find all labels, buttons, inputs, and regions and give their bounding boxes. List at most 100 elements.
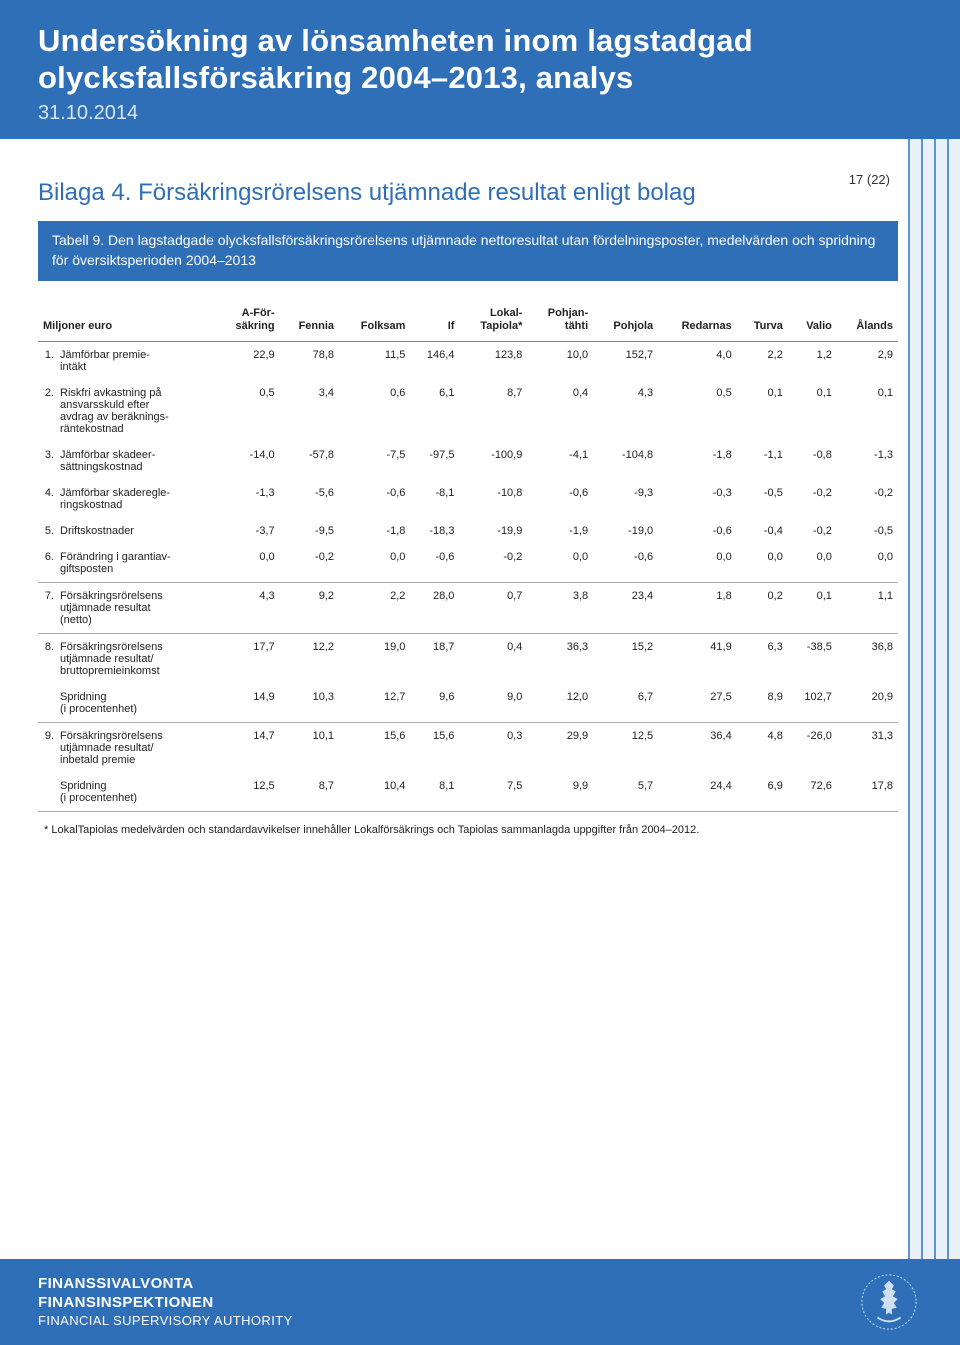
cell-value: 0,3 — [459, 722, 527, 773]
cell-value: 4,8 — [737, 722, 788, 773]
cell-value: 8,7 — [459, 380, 527, 442]
cell-value: 36,8 — [837, 633, 898, 684]
cell-value: -0,6 — [527, 480, 593, 518]
cell-value: -0,6 — [593, 544, 658, 583]
cell-value: 5,7 — [593, 773, 658, 812]
cell-value: -97,5 — [410, 442, 459, 480]
cell-value: 12,5 — [215, 773, 279, 812]
cell-value: 12,5 — [593, 722, 658, 773]
cell-value: -0,2 — [837, 480, 898, 518]
org-names: FINANSSIVALVONTA FINANSINSPEKTIONEN FINA… — [38, 1275, 293, 1329]
cell-value: -0,2 — [788, 480, 837, 518]
cell-value: 19,0 — [339, 633, 410, 684]
table-row: 5.Driftskostnader-3,7-9,5-1,8-18,3-19,9-… — [38, 518, 898, 544]
cell-value: -57,8 — [280, 442, 339, 480]
row-label: Försäkringsrörelsensutjämnade resultat(n… — [56, 582, 215, 633]
col-header: Pohjola — [593, 301, 658, 342]
cell-value: -1,9 — [527, 518, 593, 544]
cell-value: -0,6 — [339, 480, 410, 518]
cell-value: 10,4 — [339, 773, 410, 812]
cell-value: -19,0 — [593, 518, 658, 544]
col-header: If — [410, 301, 459, 342]
row-number: 5. — [38, 518, 56, 544]
cell-value: -19,9 — [459, 518, 527, 544]
cell-value: 10,1 — [280, 722, 339, 773]
cell-value: -0,6 — [658, 518, 737, 544]
cell-value: 9,0 — [459, 684, 527, 723]
cell-value: 9,9 — [527, 773, 593, 812]
cell-value: -0,8 — [788, 442, 837, 480]
table-row: 6.Förändring i garantiav-giftsposten0,0-… — [38, 544, 898, 583]
col-header: Fennia — [280, 301, 339, 342]
cell-value: -0,2 — [788, 518, 837, 544]
row-number: 6. — [38, 544, 56, 583]
page-footer: FINANSSIVALVONTA FINANSINSPEKTIONEN FINA… — [0, 1259, 960, 1345]
row-label: Spridning(i procentenhet) — [56, 684, 215, 723]
cell-value: 0,7 — [459, 582, 527, 633]
cell-value: 0,5 — [658, 380, 737, 442]
cell-value: -7,5 — [339, 442, 410, 480]
table-row: 9.Försäkringsrörelsensutjämnade resultat… — [38, 722, 898, 773]
table-row: Spridning(i procentenhet)14,910,312,79,6… — [38, 684, 898, 723]
cell-value: 0,0 — [837, 544, 898, 583]
cell-value: 0,1 — [788, 582, 837, 633]
cell-value: 2,2 — [339, 582, 410, 633]
cell-value: -1,1 — [737, 442, 788, 480]
cell-value: 3,4 — [280, 380, 339, 442]
cell-value: 0,1 — [788, 380, 837, 442]
table-row: 2.Riskfri avkastning påansvarsskuld efte… — [38, 380, 898, 442]
cell-value: 78,8 — [280, 341, 339, 380]
doc-title-line1: Undersökning av lönsamheten inom lagstad… — [38, 23, 753, 58]
cell-value: -8,1 — [410, 480, 459, 518]
cell-value: -104,8 — [593, 442, 658, 480]
cell-value: 2,9 — [837, 341, 898, 380]
cell-value: 0,1 — [837, 380, 898, 442]
table-wrap: Miljoner euro A-För-säkringFenniaFolksam… — [38, 281, 898, 836]
row-number: 8. — [38, 633, 56, 684]
cell-value: 6,1 — [410, 380, 459, 442]
cell-value: 6,9 — [737, 773, 788, 812]
cell-value: 0,0 — [339, 544, 410, 583]
cell-value: 36,3 — [527, 633, 593, 684]
table-row: 8.Försäkringsrörelsensutjämnade resultat… — [38, 633, 898, 684]
cell-value: -0,4 — [737, 518, 788, 544]
cell-value: 9,2 — [280, 582, 339, 633]
cell-value: 2,2 — [737, 341, 788, 380]
cell-value: 7,5 — [459, 773, 527, 812]
doc-date: 31.10.2014 — [38, 102, 922, 125]
cell-value: 1,2 — [788, 341, 837, 380]
cell-value: -0,3 — [658, 480, 737, 518]
cell-value: 12,0 — [527, 684, 593, 723]
row-label: Försäkringsrörelsensutjämnade resultat/b… — [56, 633, 215, 684]
cell-value: -0,6 — [410, 544, 459, 583]
row-label: Jämförbar skaderegle-ringskostnad — [56, 480, 215, 518]
doc-title: Undersökning av lönsamheten inom lagstad… — [38, 22, 922, 96]
org-name-fi: FINANSSIVALVONTA — [38, 1275, 293, 1294]
cell-value: -1,8 — [339, 518, 410, 544]
org-name-en: FINANCIAL SUPERVISORY AUTHORITY — [38, 1313, 293, 1329]
cell-value: 102,7 — [788, 684, 837, 723]
cell-value: 4,3 — [215, 582, 279, 633]
page-header: Undersökning av lönsamheten inom lagstad… — [0, 0, 960, 139]
row-label: Förändring i garantiav-giftsposten — [56, 544, 215, 583]
cell-value: 10,3 — [280, 684, 339, 723]
cell-value: 4,0 — [658, 341, 737, 380]
cell-value: 22,9 — [215, 341, 279, 380]
row-label: Riskfri avkastning påansvarsskuld eftera… — [56, 380, 215, 442]
row-number: 3. — [38, 442, 56, 480]
cell-value: 0,2 — [737, 582, 788, 633]
row-number: 1. — [38, 341, 56, 380]
cell-value: 11,5 — [339, 341, 410, 380]
row-label: Försäkringsrörelsensutjämnade resultat/i… — [56, 722, 215, 773]
cell-value: 14,9 — [215, 684, 279, 723]
row-header-label: Miljoner euro — [38, 301, 215, 342]
row-number: 4. — [38, 480, 56, 518]
cell-value: 0,4 — [459, 633, 527, 684]
doc-title-line2: olycksfallsförsäkring 2004–2013, analys — [38, 60, 633, 95]
cell-value: 17,8 — [837, 773, 898, 812]
cell-value: 17,7 — [215, 633, 279, 684]
page-content: Bilaga 4. Försäkringsrörelsens utjämnade… — [0, 139, 960, 836]
cell-value: 0,6 — [339, 380, 410, 442]
cell-value: 31,3 — [837, 722, 898, 773]
cell-value: -9,5 — [280, 518, 339, 544]
